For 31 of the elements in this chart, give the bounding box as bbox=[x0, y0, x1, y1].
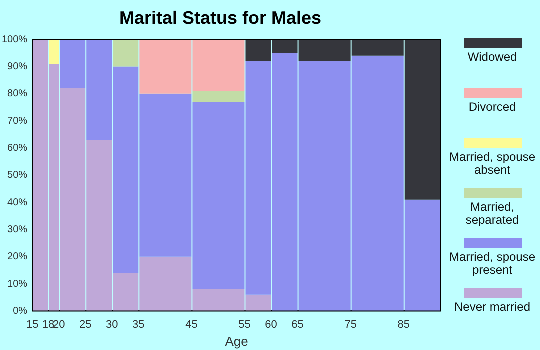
y-tick-label: 10% bbox=[8, 278, 28, 290]
y-tick-label: 50% bbox=[8, 170, 28, 182]
x-tick-label: 55 bbox=[238, 318, 251, 331]
y-tick-label: 80% bbox=[8, 88, 28, 100]
y-tick-label: 100% bbox=[2, 34, 28, 46]
x-tick-label: 35 bbox=[132, 318, 145, 331]
x-tick-label: 60 bbox=[265, 318, 278, 331]
x-tick-label: 20 bbox=[52, 318, 66, 331]
x-tick-label: 15 bbox=[26, 318, 39, 331]
chart-title: Marital Status for Males bbox=[119, 8, 322, 28]
y-tick-label: 40% bbox=[8, 197, 28, 208]
legend-label: Married, spouse absent bbox=[448, 150, 537, 177]
x-tick-label: 18 bbox=[42, 318, 55, 331]
legend-label: Never married bbox=[454, 300, 531, 314]
legend-label: Married, spouse present bbox=[448, 250, 537, 277]
y-tick-label: 70% bbox=[8, 116, 28, 127]
x-tick-label: 75 bbox=[344, 318, 357, 331]
legend-label: Divorced bbox=[468, 100, 516, 114]
x-tick-label: 30 bbox=[106, 318, 118, 331]
y-tick-label: 20% bbox=[8, 252, 28, 263]
x-tick-label: 85 bbox=[398, 318, 410, 331]
y-tick-label: 0% bbox=[13, 306, 28, 317]
x-tick-label: 45 bbox=[186, 318, 198, 331]
legend-label: Widowed bbox=[468, 50, 518, 64]
x-axis-title: Age bbox=[225, 334, 248, 349]
x-tick-label: 25 bbox=[79, 318, 92, 331]
y-tick-label: 60% bbox=[8, 142, 28, 154]
y-tick-label: 30% bbox=[8, 224, 28, 236]
x-tick-label: 65 bbox=[292, 318, 304, 331]
legend-label: Married, separated bbox=[464, 200, 520, 227]
y-tick-label: 90% bbox=[8, 62, 28, 73]
